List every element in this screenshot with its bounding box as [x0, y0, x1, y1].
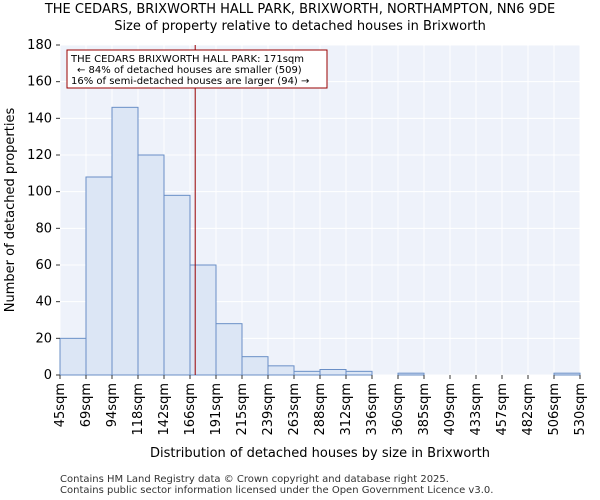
y-tick-label: 140: [27, 111, 52, 126]
x-axis-ticks: 45sqm 69sqm 94sqm 118sqm 142sqm 166sqm 191sqm 2…: [53, 375, 588, 436]
footer-licence: Contains public sector information licen…: [60, 485, 494, 496]
bars: [59, 106, 581, 376]
histogram-bar: [553, 372, 581, 376]
y-tick-label: 100: [27, 185, 52, 200]
histogram-bar: [319, 369, 347, 376]
x-tick-label: 142sqm: [157, 383, 172, 436]
histogram-bar: [345, 370, 373, 376]
histogram-bar: [163, 194, 191, 376]
histogram-bar: [397, 372, 425, 376]
x-tick-label: 409sqm: [443, 383, 458, 436]
footer-copyright: Contains HM Land Registry data © Crown c…: [60, 474, 449, 485]
x-tick-label: 191sqm: [209, 383, 224, 436]
x-tick-label: 385sqm: [417, 383, 432, 436]
y-tick-label: 40: [35, 295, 52, 310]
x-tick-label: 166sqm: [183, 383, 198, 436]
histogram-chart: 0 20 40 60 80 100 120 140 160 180 45sqm 69sqm 94sqm…: [3, 38, 588, 461]
x-tick-label: 69sqm: [79, 383, 94, 427]
histogram-bar: [215, 323, 243, 376]
annotation-line-3: 16% of semi-detached houses are larger (…: [71, 76, 309, 87]
chart-subtitle: Size of property relative to detached ho…: [114, 19, 486, 34]
x-tick-label: 45sqm: [53, 383, 68, 427]
x-tick-label: 263sqm: [287, 383, 302, 436]
histogram-bar: [59, 337, 87, 376]
x-tick-label: 239sqm: [261, 383, 276, 436]
x-tick-label: 457sqm: [495, 383, 510, 436]
x-tick-label: 433sqm: [469, 383, 484, 436]
x-tick-label: 336sqm: [365, 383, 380, 436]
y-tick-label: 20: [35, 331, 52, 346]
annotation-line-1: THE CEDARS BRIXWORTH HALL PARK: 171sqm: [70, 54, 304, 65]
histogram-bar: [293, 370, 321, 376]
histogram-bar: [189, 264, 217, 376]
x-tick-label: 312sqm: [339, 383, 354, 436]
annotation-line-2: ← 84% of detached houses are smaller (50…: [77, 65, 302, 76]
x-tick-label: 94sqm: [105, 383, 120, 427]
chart-title: THE CEDARS, BRIXWORTH HALL PARK, BRIXWOR…: [44, 2, 556, 17]
y-tick-label: 180: [27, 38, 52, 53]
x-tick-label: 530sqm: [573, 383, 588, 436]
histogram-bar: [137, 154, 165, 376]
y-tick-label: 80: [35, 221, 52, 236]
histogram-bar: [241, 356, 269, 376]
x-tick-label: 506sqm: [547, 383, 562, 436]
x-tick-label: 288sqm: [313, 383, 328, 436]
y-tick-label: 120: [27, 148, 52, 163]
x-tick-label: 360sqm: [391, 383, 406, 436]
histogram-bar: [267, 365, 295, 376]
x-tick-label: 118sqm: [131, 383, 146, 436]
x-tick-label: 215sqm: [235, 383, 250, 436]
y-tick-label: 60: [35, 258, 52, 273]
y-axis-label: Number of detached properties: [3, 108, 18, 313]
annotation-box: THE CEDARS BRIXWORTH HALL PARK: 171sqm ←…: [66, 49, 328, 89]
y-tick-label: 160: [27, 75, 52, 90]
x-axis-label: Distribution of detached houses by size …: [150, 446, 490, 461]
x-tick-label: 482sqm: [521, 383, 536, 436]
y-tick-label: 0: [44, 368, 52, 383]
y-axis-ticks: 0 20 40 60 80 100 120 140 160 180: [27, 38, 60, 383]
histogram-bar: [111, 106, 139, 376]
histogram-bar: [85, 176, 113, 376]
